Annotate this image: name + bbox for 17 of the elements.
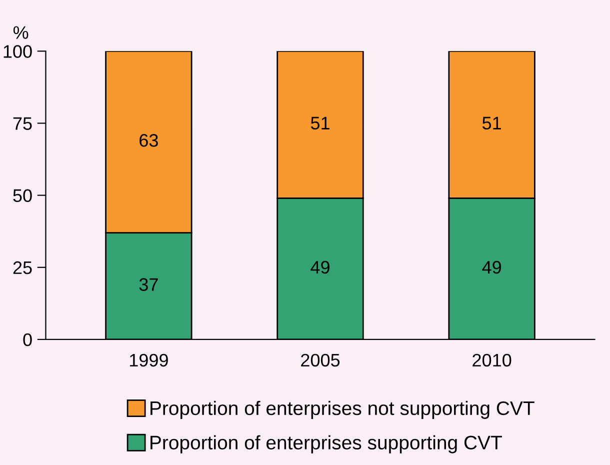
data-label: 51	[310, 116, 330, 130]
x-tick-label: 2010	[472, 354, 512, 367]
x-tick-label: 1999	[130, 354, 168, 367]
data-label: 37	[139, 278, 158, 291]
data-label: 63	[140, 134, 158, 147]
y-tick-label: 75	[13, 117, 32, 130]
legend-label: Proportion of enterprises not supporting CVT	[150, 400, 534, 419]
x-tick-label: 2005	[301, 354, 340, 367]
y-tick-label: 50	[13, 189, 32, 202]
data-label: 51	[482, 116, 501, 130]
legend-label: Proportion of enterprises supporting CVT	[150, 435, 502, 454]
y-tick-label: 100	[4, 45, 32, 58]
data-label: 49	[310, 260, 330, 274]
y-axis-title: %	[13, 26, 28, 39]
data-label: 49	[482, 260, 501, 274]
y-tick-label: 25	[13, 261, 32, 274]
y-tick-label: 0	[23, 333, 32, 346]
